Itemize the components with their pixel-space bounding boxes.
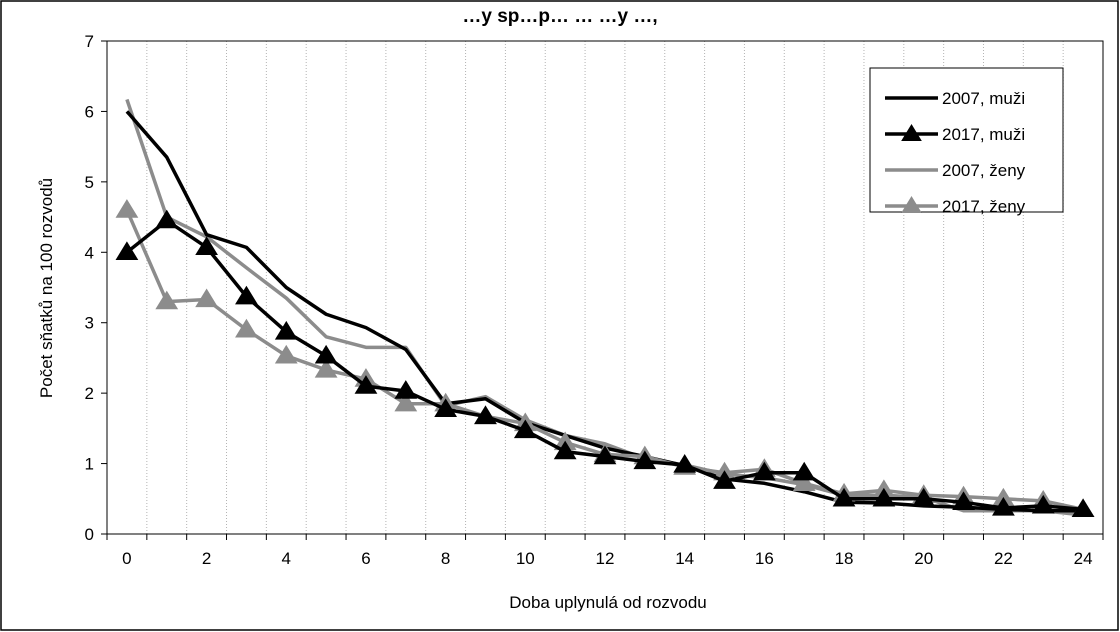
data-point [274,320,298,340]
y-tick-label: 0 [85,525,94,544]
data-point [354,375,378,394]
legend-label: 2007, ženy [942,161,1026,180]
series-2017-mu-i [115,209,1095,518]
legend-marker [901,196,922,213]
data-point [872,487,896,507]
x-tick-label: 14 [675,549,694,568]
legend-label: 2017, ženy [942,197,1026,216]
data-point [394,392,418,412]
x-tick-label: 8 [441,549,450,568]
data-point [434,398,458,418]
x-tick-label: 12 [596,549,615,568]
y-tick-label: 1 [85,455,94,474]
y-tick-label: 6 [85,102,94,121]
data-point [633,450,657,470]
data-point [314,344,338,364]
y-axis-label: Počet sňatků na 100 rozvodů [37,178,56,398]
x-tick-label: 22 [994,549,1013,568]
y-tick-label: 2 [85,384,94,403]
x-tick-label: 18 [835,549,854,568]
data-point [952,491,975,511]
legend-item: 2007, ženy [885,161,1026,180]
y-tick-label: 5 [85,173,94,192]
data-point [1071,498,1095,518]
y-tick-label: 3 [85,314,94,333]
data-point [474,405,497,425]
x-tick-label: 20 [914,549,933,568]
y-tick-label: 7 [85,32,94,51]
data-point [912,487,936,507]
data-point [792,472,816,491]
data-point [235,285,258,305]
x-tick-label: 6 [361,549,370,568]
legend-item: 2007, muži [885,89,1025,108]
legend: 2007, muži 2017, muži 2007, ženy 2017, ženy [869,67,1064,216]
series-group [115,98,1095,518]
data-point [115,241,139,260]
legend-item: 2017, ženy [885,196,1026,216]
plot-area [106,40,1104,535]
legend-label: 2007, muži [942,89,1025,108]
data-point [274,344,298,364]
data-point [115,199,139,218]
data-point [832,487,856,507]
y-tick-label: 4 [85,243,94,262]
data-point [155,209,179,229]
x-tick-label: 10 [516,549,535,568]
data-point [195,288,218,308]
data-point [394,380,418,399]
legend-item: 2017, muži [885,124,1025,144]
data-point [314,358,338,378]
data-point [593,445,617,465]
data-point [155,290,179,310]
grid [146,41,1064,534]
data-point [235,318,258,338]
data-point [792,461,816,481]
legend-marker [901,124,922,141]
x-tick-label: 24 [1074,549,1093,568]
data-point [673,454,697,473]
data-point [752,461,776,481]
data-point [992,496,1015,516]
legend-label: 2017, muži [942,125,1025,144]
x-tick-label: 4 [282,549,291,568]
data-point [1031,494,1055,514]
chart-title: …y sp…p… … …y …, [462,6,657,27]
x-tick-label: 0 [122,549,131,568]
x-tick-label: 16 [755,549,774,568]
data-point [713,470,736,489]
x-axis-label: Doba uplynulá od rozvodu [509,593,707,612]
data-point [195,236,218,256]
data-point [513,419,537,439]
x-tick-label: 2 [202,549,211,568]
data-point [553,440,577,460]
